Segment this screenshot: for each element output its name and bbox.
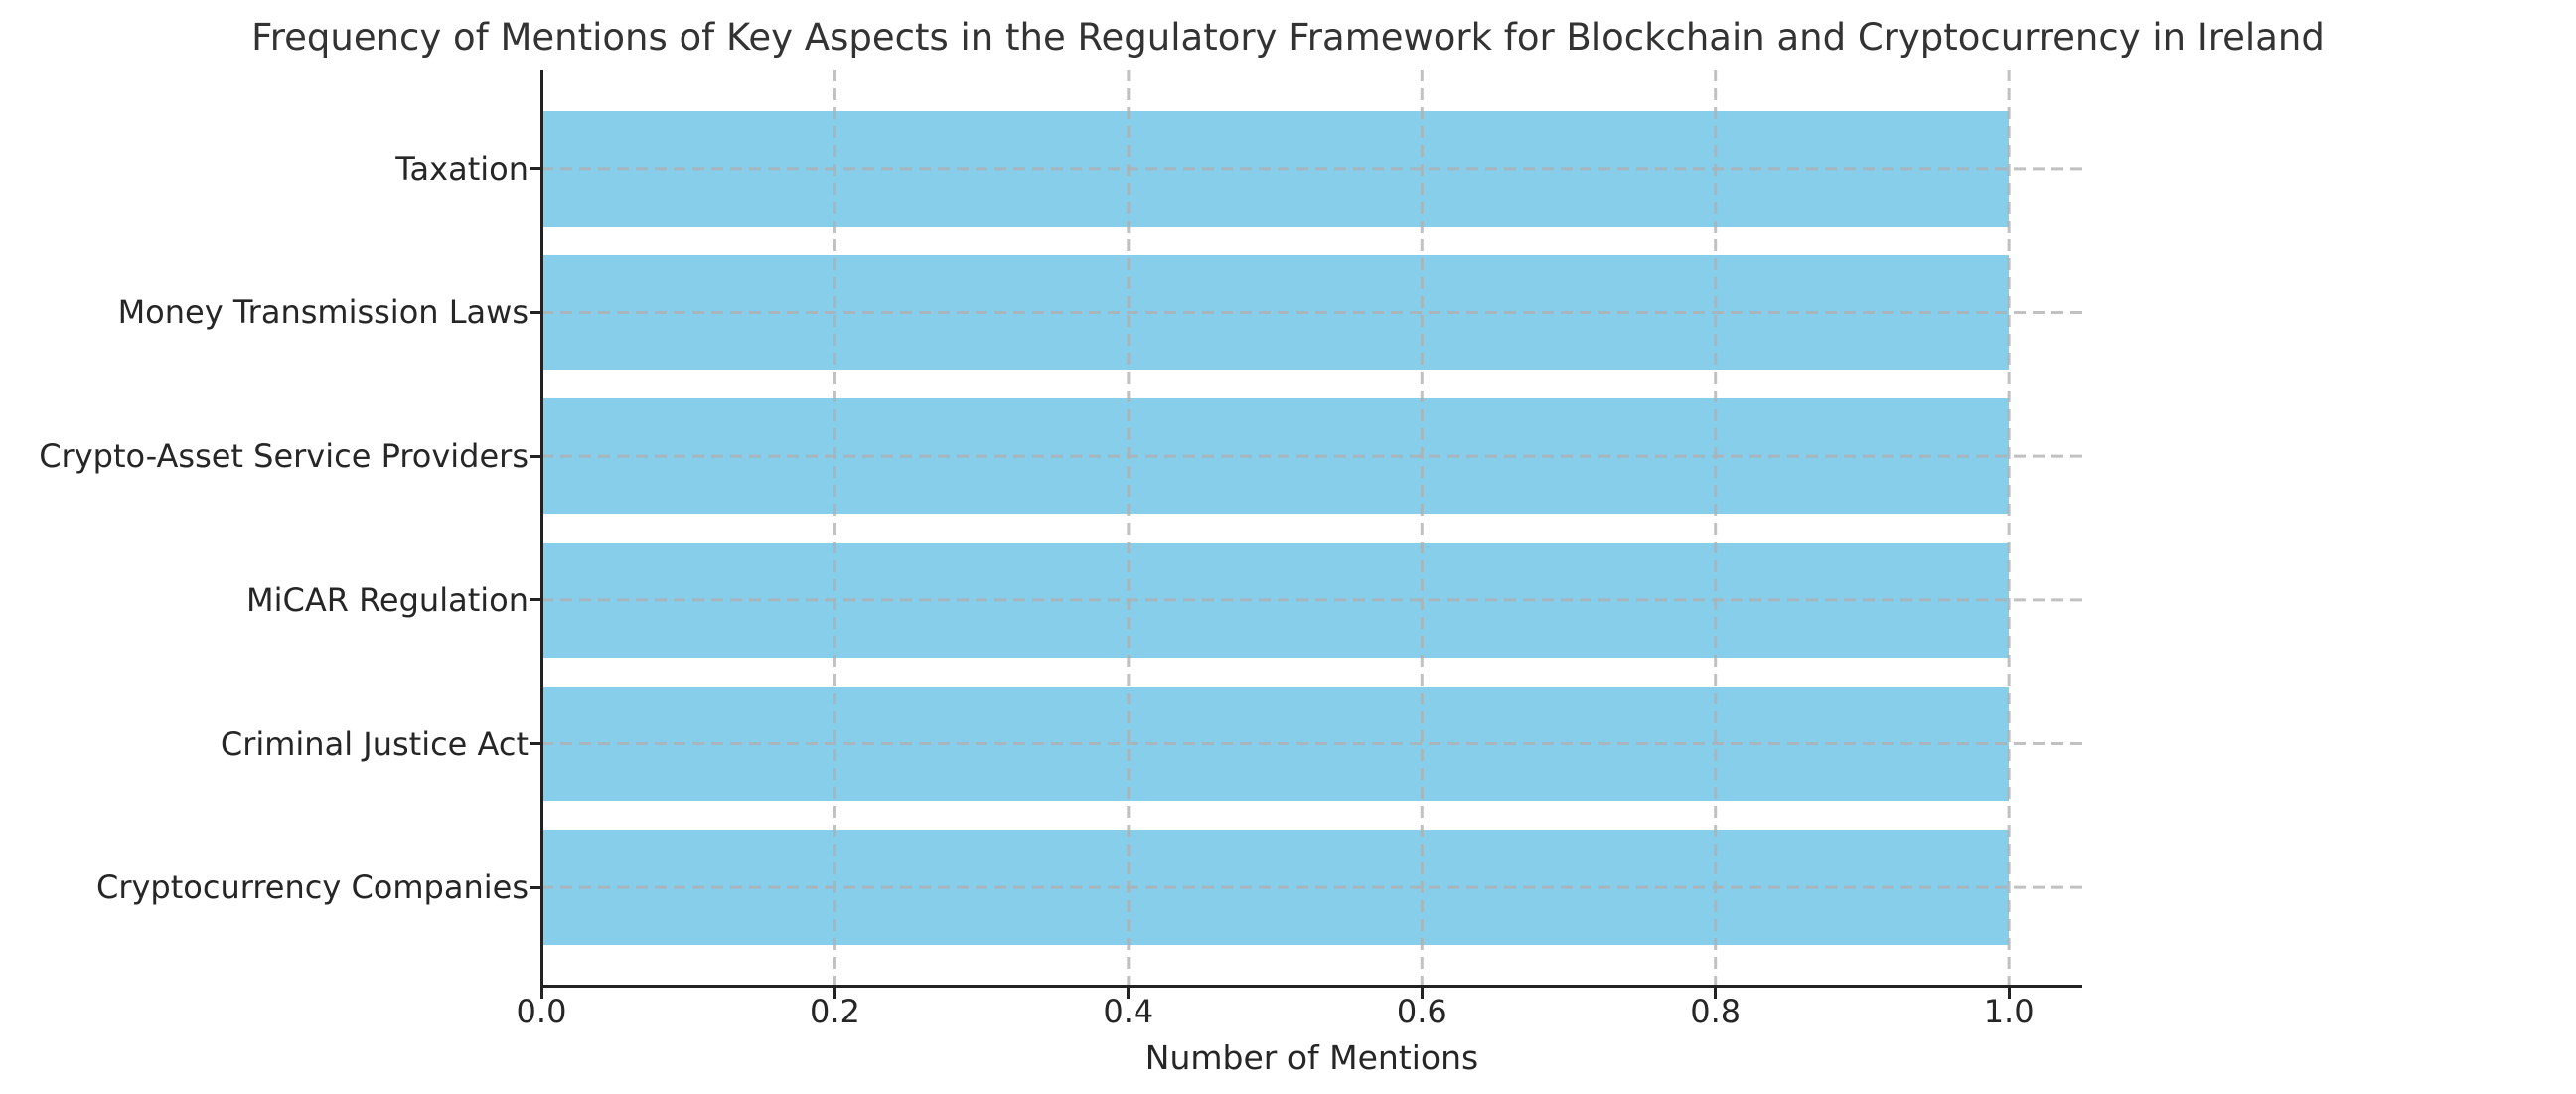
x-tick-label: 0.4 (1103, 993, 1154, 1030)
y-axis-spine (540, 70, 543, 989)
bar-money-transmission-laws (541, 254, 2010, 371)
x-tick-mark (1714, 988, 1718, 999)
y-tick-mark (530, 167, 541, 171)
x-tick-mark (1127, 988, 1131, 999)
bars-layer (541, 70, 2082, 987)
x-axis-label: Number of Mentions (1144, 1038, 1479, 1077)
x-tick-mark (1420, 988, 1424, 999)
x-tick-mark (2007, 988, 2011, 999)
x-tick-label: 0.0 (516, 993, 567, 1030)
plot-area (541, 70, 2082, 987)
y-tick-label: Crypto-Asset Service Providers (39, 437, 529, 476)
chart-title: Frequency of Mentions of Key Aspects in … (251, 16, 2325, 59)
x-axis-spine (540, 985, 2082, 988)
x-tick-mark (833, 988, 836, 999)
y-tick-label: Cryptocurrency Companies (95, 868, 529, 907)
bar-criminal-justice-act (541, 686, 2010, 802)
bar-cryptocurrency-companies (541, 830, 2010, 946)
y-tick-label: MiCAR Regulation (245, 580, 529, 619)
y-tick-mark (530, 742, 541, 745)
y-tick-mark (530, 310, 541, 314)
bar-micar-regulation (541, 542, 2010, 658)
bar-crypto-asset-service-providers (541, 398, 2010, 515)
x-tick-mark (539, 988, 543, 999)
x-tick-label: 0.6 (1396, 993, 1447, 1030)
y-tick-label: Taxation (395, 149, 529, 188)
x-tick-label: 1.0 (1983, 993, 2035, 1030)
y-tick-label: Money Transmission Laws (117, 293, 529, 332)
y-tick-label: Criminal Justice Act (220, 724, 529, 763)
y-tick-mark (530, 885, 541, 889)
x-tick-label: 0.8 (1690, 993, 1742, 1030)
x-tick-label: 0.2 (809, 993, 860, 1030)
y-tick-mark (530, 454, 541, 458)
y-tick-mark (530, 598, 541, 602)
bar-taxation (541, 110, 2010, 227)
